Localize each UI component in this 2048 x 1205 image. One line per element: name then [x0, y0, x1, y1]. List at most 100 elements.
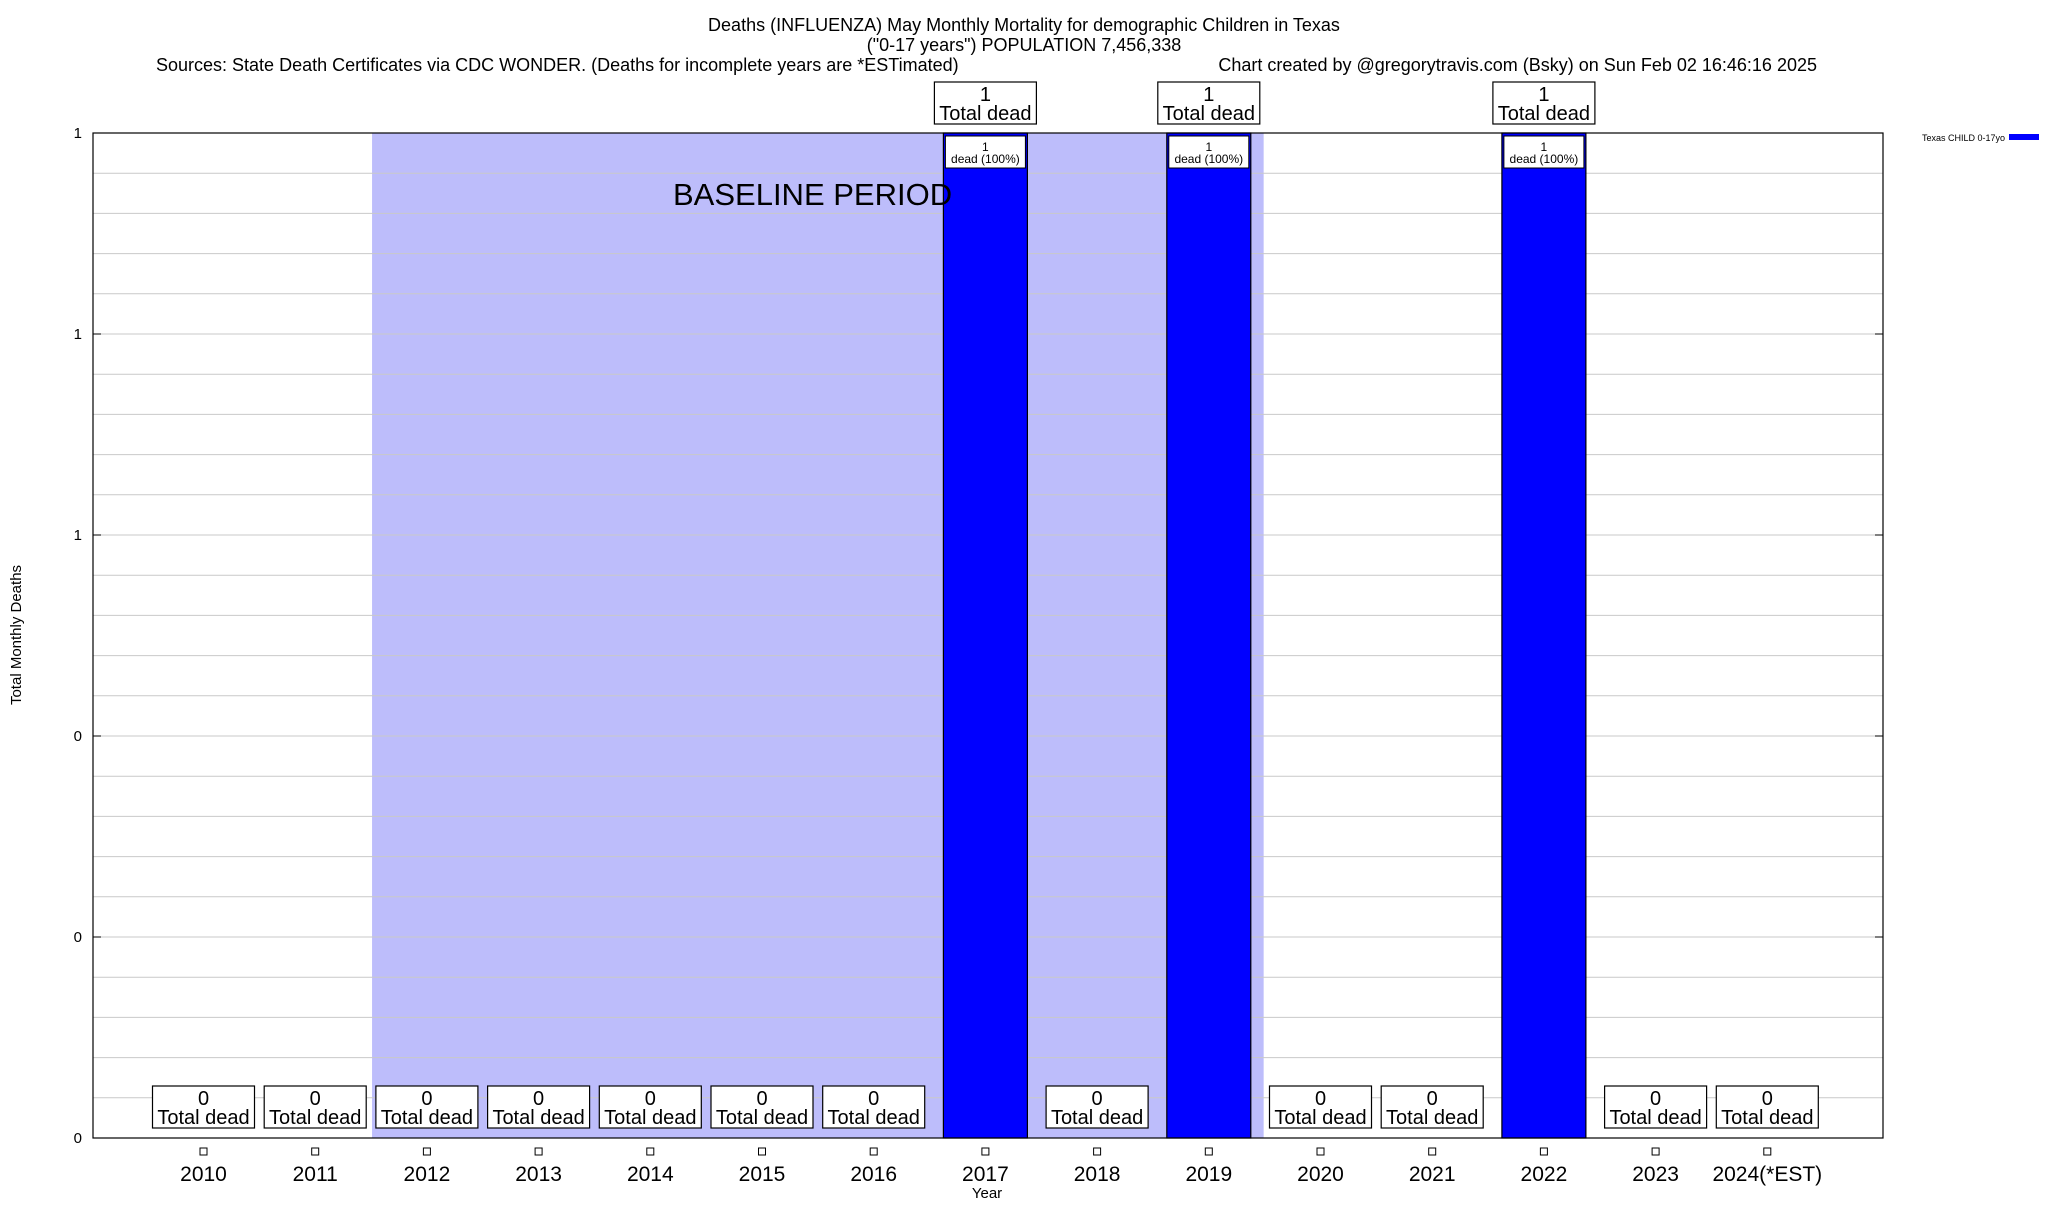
x-tick-label: 2012 — [404, 1163, 451, 1186]
y-tick-label: 1 — [74, 326, 82, 343]
x-axis-label: Year — [972, 1185, 1002, 1200]
x-tick-label: 2015 — [739, 1163, 786, 1186]
bar-label-count: 1 — [982, 140, 989, 154]
x-category-marker — [1093, 1147, 1102, 1156]
total-label-box — [1603, 1085, 1708, 1129]
x-category-marker — [422, 1147, 431, 1156]
total-label-text: Total dead — [604, 1107, 696, 1129]
x-tick-label: 2013 — [515, 1163, 562, 1186]
bar — [942, 132, 1029, 1139]
x-category-marker — [981, 1147, 990, 1156]
total-label-text: Total dead — [1498, 103, 1590, 125]
total-label-text: Total dead — [492, 1107, 584, 1129]
total-label-count: 0 — [1315, 1088, 1326, 1110]
total-label-text: Total dead — [1386, 1107, 1478, 1129]
total-label-count: 0 — [645, 1088, 656, 1110]
x-category-marker — [758, 1147, 766, 1156]
x-tick-label: 2018 — [1074, 1163, 1121, 1186]
x-category-marker — [1204, 1147, 1213, 1156]
total-label-box — [263, 1085, 367, 1129]
total-label-text: Total dead — [381, 1107, 473, 1129]
y-tick-label: 1 — [74, 527, 82, 544]
x-category-marker — [534, 1147, 543, 1156]
x-tick-label: 2011 — [293, 1163, 338, 1186]
total-label-text: Total dead — [1051, 1107, 1143, 1129]
total-label-box — [1492, 81, 1596, 125]
total-label-text: Total dead — [1721, 1107, 1813, 1129]
total-label-box — [375, 1085, 479, 1129]
bar — [1501, 132, 1587, 1139]
total-label-box — [1380, 1085, 1484, 1129]
total-label-count: 0 — [310, 1088, 321, 1110]
bar-label-box — [1503, 135, 1585, 169]
baseline-region — [372, 133, 1264, 1138]
total-label-text: Total dead — [269, 1107, 361, 1129]
x-tick-label: 2024(*EST) — [1712, 1163, 1822, 1186]
total-label-box — [1715, 1085, 1819, 1129]
total-label-box — [710, 1085, 814, 1129]
total-label-text: Total dead — [716, 1107, 808, 1129]
total-label-box — [1268, 1085, 1373, 1129]
total-label-count: 0 — [868, 1088, 879, 1110]
total-label-count: 1 — [1203, 84, 1214, 106]
bar-label-text: dead (100%) — [1510, 152, 1579, 166]
chart-subtitle: ("0-17 years") POPULATION 7,456,338 — [867, 35, 1182, 55]
y-tick-label: 0 — [74, 1130, 82, 1147]
plot-frame — [92, 132, 1884, 1139]
total-label-count: 1 — [1538, 84, 1549, 106]
x-category-marker — [1763, 1147, 1772, 1156]
x-category-marker — [1539, 1147, 1548, 1156]
x-tick-label: 2020 — [1297, 1163, 1344, 1186]
total-label-count: 0 — [1427, 1088, 1438, 1110]
total-label-box — [151, 1085, 256, 1129]
y-tick-label: 1 — [74, 125, 82, 142]
y-tick-label: 0 — [74, 929, 82, 946]
bar-label-box — [944, 135, 1026, 169]
total-label-box — [1157, 81, 1261, 125]
bar — [1166, 132, 1252, 1139]
bar-label-text: dead (100%) — [951, 152, 1020, 166]
total-label-text: Total dead — [1274, 1107, 1366, 1129]
baseline-label: BASELINE PERIOD — [673, 177, 952, 212]
bar-label-count: 1 — [1205, 140, 1212, 154]
total-label-count: 1 — [980, 84, 991, 106]
x-category-marker — [311, 1147, 320, 1156]
bar-label-text: dead (100%) — [1174, 152, 1243, 166]
x-tick-label: 2021 — [1409, 1163, 1456, 1186]
y-tick-label: 0 — [74, 728, 82, 745]
total-label-count: 0 — [1650, 1088, 1661, 1110]
total-label-text: Total dead — [939, 103, 1031, 125]
x-tick-label: 2010 — [180, 1163, 227, 1186]
total-label-box — [822, 1085, 926, 1129]
x-category-marker — [1316, 1147, 1325, 1156]
total-label-box — [1045, 1085, 1149, 1129]
total-label-count: 0 — [198, 1088, 209, 1110]
chart-credit: Chart created by @gregorytravis.com (Bsk… — [1218, 55, 1817, 75]
x-tick-label: 2023 — [1632, 1163, 1679, 1186]
bar-label-count: 1 — [1541, 140, 1548, 154]
total-label-count: 0 — [533, 1088, 544, 1110]
total-label-text: Total dead — [1163, 103, 1255, 125]
total-label-box — [598, 1085, 702, 1129]
total-label-box — [933, 81, 1038, 125]
total-label-text: Total dead — [1609, 1107, 1701, 1129]
x-category-marker — [646, 1147, 655, 1156]
bar-label-box — [1168, 135, 1250, 169]
x-category-marker — [869, 1147, 878, 1156]
legend-label: Texas CHILD 0-17yo — [1922, 133, 2005, 143]
legend-swatch — [2009, 134, 2039, 140]
x-category-marker — [1651, 1147, 1660, 1156]
x-tick-label: 2017 — [962, 1163, 1009, 1186]
total-label-count: 0 — [1092, 1088, 1103, 1110]
x-tick-label: 2022 — [1521, 1163, 1568, 1186]
total-label-text: Total dead — [157, 1107, 249, 1129]
chart-sources: Sources: State Death Certificates via CD… — [156, 55, 959, 75]
total-label-count: 0 — [421, 1088, 432, 1110]
x-tick-label: 2014 — [627, 1163, 674, 1186]
x-category-marker — [1428, 1147, 1437, 1156]
total-label-count: 0 — [756, 1088, 767, 1110]
total-label-text: Total dead — [828, 1107, 920, 1129]
y-axis-label: Total Monthly Deaths — [8, 565, 25, 705]
x-tick-label: 2016 — [850, 1163, 897, 1186]
